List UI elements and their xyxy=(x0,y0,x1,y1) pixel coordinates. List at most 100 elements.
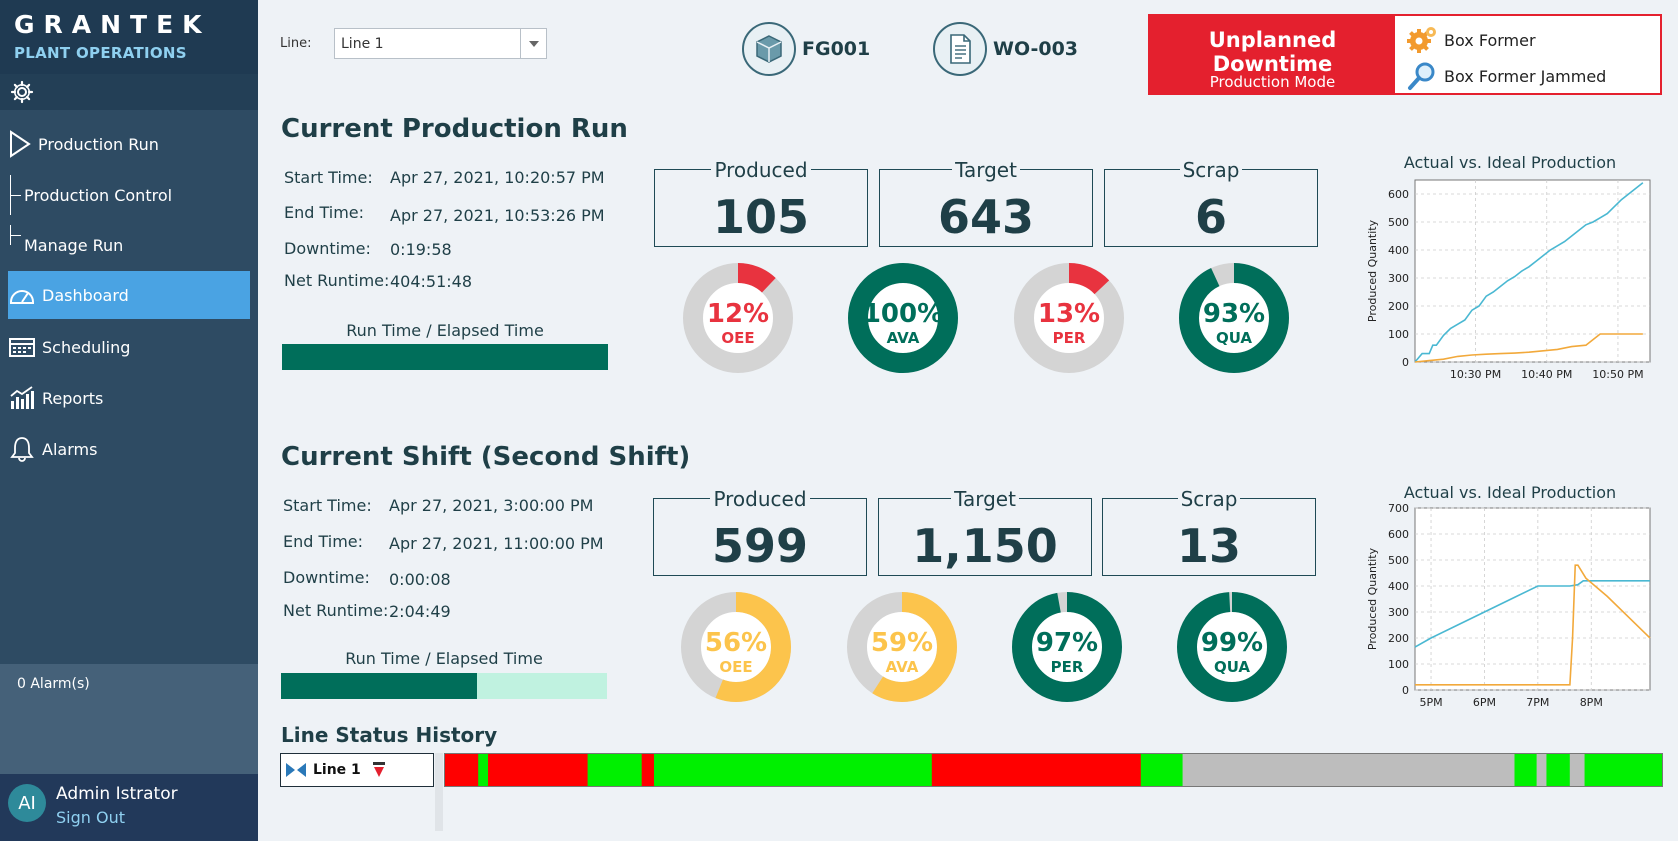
shift-oee-value: 56% xyxy=(704,628,768,658)
brand-name: GRANTEK xyxy=(14,10,211,39)
user-name: Admin Istrator xyxy=(56,784,178,804)
shift-title: Current Shift (Second Shift) xyxy=(281,442,691,472)
status-segment-down xyxy=(488,754,589,786)
gear-icon[interactable] xyxy=(10,80,34,104)
status-segment-running xyxy=(1584,754,1663,786)
run-produced-label: Produced xyxy=(711,158,811,182)
shift-oee-gauge: 56% OEE xyxy=(679,590,793,704)
shift-end-label: End Time: xyxy=(283,532,364,551)
run-per-gauge: 13% PER xyxy=(1012,261,1126,375)
run-ava-label: AVA xyxy=(886,329,920,347)
x-tick-label: 10:40 PM xyxy=(1521,368,1572,381)
sidebar-item-label: Production Control xyxy=(24,185,173,205)
status-segment-idle xyxy=(1569,754,1586,786)
y-tick-label: 200 xyxy=(1388,632,1409,645)
run-downtime-value: 0:19:58 xyxy=(390,240,452,259)
status-badge: Unplanned Downtime Production Mode xyxy=(1150,16,1395,93)
status-reason: Box Former Jammed xyxy=(1406,60,1606,92)
y-tick-label: 300 xyxy=(1388,272,1409,285)
shift-qua-value: 99% xyxy=(1200,628,1264,658)
series-line xyxy=(1415,564,1651,686)
y-tick-label: 200 xyxy=(1388,300,1409,313)
sidebar-item-manage-run[interactable]: Manage Run xyxy=(10,225,250,265)
sidebar-item-production-run[interactable]: Production Run xyxy=(8,120,250,168)
sidebar-item-alarms[interactable]: Alarms xyxy=(8,425,250,473)
shift-downtime-label: Downtime: xyxy=(283,568,370,587)
status-segment-running xyxy=(833,754,933,786)
shift-production-chart: Actual vs. Ideal Production 0 100 200 300 40… xyxy=(1360,478,1660,718)
status-segment-idle xyxy=(1536,754,1547,786)
chart-icon xyxy=(10,386,34,409)
user-panel: AI Admin Istrator Sign Out xyxy=(0,774,258,841)
settings-bar xyxy=(0,74,258,110)
document-icon xyxy=(933,22,987,76)
sidebar-item-scheduling[interactable]: Scheduling xyxy=(8,323,250,371)
calendar-icon xyxy=(9,338,35,357)
x-tick-label: 6PM xyxy=(1473,696,1496,709)
line-status-scrollbar[interactable] xyxy=(435,753,443,831)
sign-out-link[interactable]: Sign Out xyxy=(56,808,125,827)
sidebar-item-dashboard[interactable]: Dashboard xyxy=(8,271,250,319)
shift-oee-label: OEE xyxy=(719,658,753,676)
shift-target-value: 1,150 xyxy=(912,519,1058,573)
run-start-label: Start Time: xyxy=(284,168,373,187)
sidebar-item-production-control[interactable]: Production Control xyxy=(10,175,250,215)
shift-ava-label: AVA xyxy=(885,658,919,676)
run-production-chart: Actual vs. Ideal Production 0 100 200 300 40… xyxy=(1360,150,1660,390)
x-tick-label: 7PM xyxy=(1526,696,1549,709)
chart-title: Actual vs. Ideal Production xyxy=(1403,153,1617,172)
y-tick-label: 300 xyxy=(1388,606,1409,619)
run-produced-value: 105 xyxy=(712,190,810,244)
alarm-summary[interactable]: 0 Alarm(s) xyxy=(0,664,258,774)
run-qua-label: QUA xyxy=(1215,329,1253,347)
x-tick-label: 5PM xyxy=(1419,696,1442,709)
line-select[interactable]: Line 1 xyxy=(334,28,547,59)
product-badge: FG001 xyxy=(742,22,870,76)
alarm-count: 0 Alarm(s) xyxy=(17,676,90,692)
status-segment-down xyxy=(445,754,479,786)
shift-per-value: 97% xyxy=(1035,628,1099,658)
run-downtime-label: Downtime: xyxy=(284,239,371,258)
sidebar-item-label: Alarms xyxy=(42,439,98,459)
run-per-value: 13% xyxy=(1037,299,1101,329)
shift-runtime-ratio-label: Run Time / Elapsed Time xyxy=(345,649,543,668)
x-tick-label: 10:30 PM xyxy=(1450,368,1501,381)
line-status-timeline[interactable] xyxy=(444,753,1663,787)
bell-icon xyxy=(10,437,34,462)
shift-start-value: Apr 27, 2021, 3:00:00 PM xyxy=(389,496,594,515)
chart-title: Actual vs. Ideal Production xyxy=(1403,483,1617,502)
sidebar-item-label: Production Run xyxy=(38,134,159,154)
y-tick-label: 400 xyxy=(1388,580,1409,593)
series-line xyxy=(1414,333,1643,363)
run-oee-label: OEE xyxy=(721,329,755,347)
sidebar-item-reports[interactable]: Reports xyxy=(8,374,250,422)
status-reason-label: Box Former Jammed xyxy=(1444,66,1607,86)
run-scrap-box: Scrap 6 xyxy=(1104,158,1318,247)
avatar: AI xyxy=(8,784,46,822)
line-status-history-title: Line Status History xyxy=(281,723,498,747)
line-status-row-label[interactable]: Line 1 xyxy=(280,753,434,787)
gears-icon xyxy=(1407,27,1436,53)
run-ava-gauge: 100% AVA xyxy=(846,261,960,375)
production-run-title: Current Production Run xyxy=(281,114,628,144)
x-tick-label: 10:50 PM xyxy=(1592,368,1643,381)
shift-ava-value: 59% xyxy=(870,628,934,658)
run-qua-gauge: 93% QUA xyxy=(1177,261,1291,375)
sidebar-item-label: Scheduling xyxy=(42,337,131,357)
shift-qua-gauge: 99% QUA xyxy=(1175,590,1289,704)
y-tick-label: 400 xyxy=(1388,244,1409,257)
status-segment-running xyxy=(1514,754,1538,786)
shift-produced-value: 599 xyxy=(711,519,809,573)
sidebar: GRANTEK PLANT OPERATIONS Production Run … xyxy=(0,0,258,841)
run-end-value: Apr 27, 2021, 10:53:26 PM xyxy=(390,206,605,225)
status-machine-label: Box Former xyxy=(1444,30,1536,50)
sidebar-item-label: Dashboard xyxy=(42,285,129,305)
y-tick-label: 500 xyxy=(1388,554,1409,567)
run-end-label: End Time: xyxy=(284,203,365,222)
y-tick-label: 700 xyxy=(1388,502,1409,515)
y-tick-label: 600 xyxy=(1388,188,1409,201)
status-segment-running xyxy=(587,754,643,786)
run-per-label: PER xyxy=(1052,329,1086,347)
shift-produced-label: Produced xyxy=(710,487,810,511)
chevron-down-icon[interactable] xyxy=(520,29,546,58)
